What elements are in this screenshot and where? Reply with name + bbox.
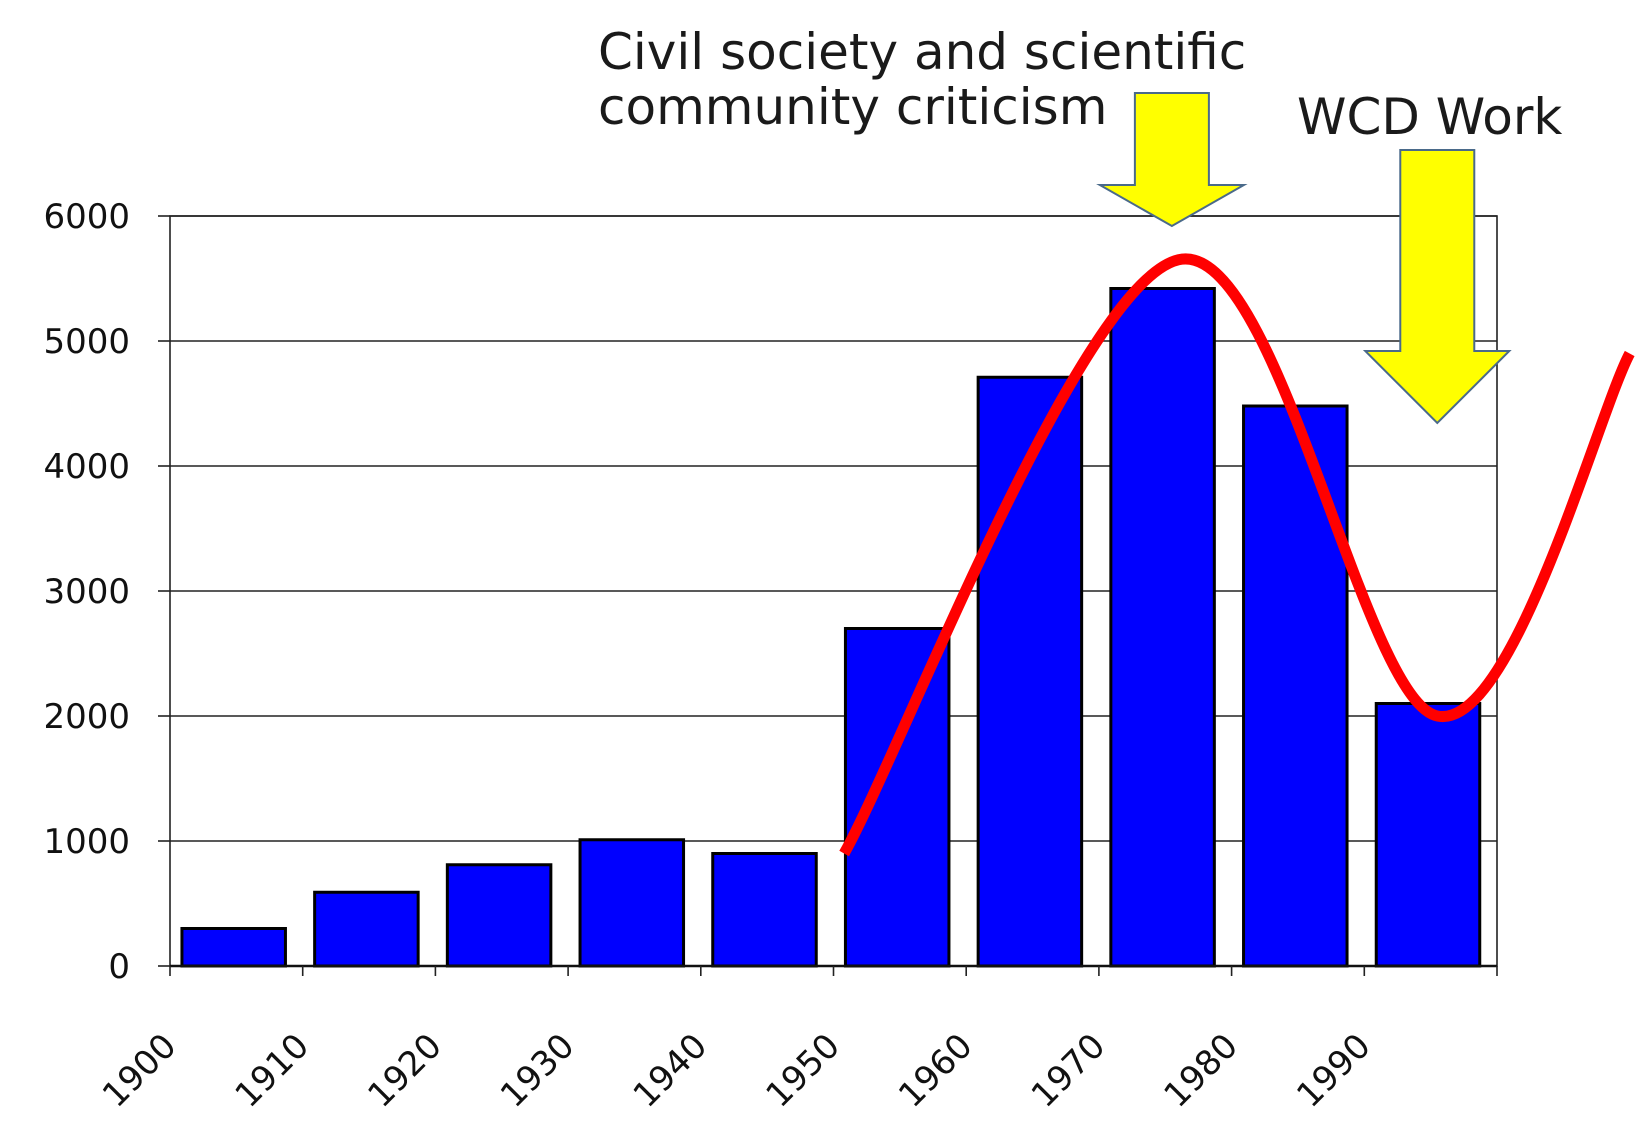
- x-tick-labels: 1900 1910 1920 1930 1940 1950 1960 1970 1980 1990: [95, 1026, 1379, 1115]
- trend-curve: [839, 253, 1635, 857]
- bar-1950: [843, 627, 951, 968]
- y-tick-label: 3000: [43, 572, 130, 612]
- y-tick-label: 2000: [43, 697, 130, 737]
- bar-1990: [1374, 702, 1482, 968]
- bar-1960: [976, 375, 1084, 968]
- bar-1970: [1109, 287, 1216, 968]
- annotation-arrows: [1096, 92, 1512, 425]
- x-tick-label: 1960: [891, 1026, 980, 1115]
- y-tick-label: 5000: [43, 322, 130, 362]
- y-tick-label: 4000: [43, 447, 130, 487]
- x-tick-label: 1910: [228, 1026, 317, 1115]
- annotation-text: Civil society and scientific: [598, 23, 1246, 81]
- y-tick-labels: 0 1000 2000 3000 4000 5000 6000: [43, 197, 130, 987]
- annotation-arrow: [1096, 92, 1248, 228]
- y-tick-label: 0: [108, 947, 130, 987]
- trend-line: [839, 253, 1635, 857]
- y-tick-label: 1000: [43, 822, 130, 862]
- annotation-text: community criticism: [598, 78, 1107, 136]
- bar-1910: [313, 890, 420, 968]
- y-tick-label: 6000: [43, 197, 130, 237]
- bar-1930: [578, 838, 686, 968]
- axes: [158, 215, 1498, 976]
- bar-1940: [711, 852, 818, 968]
- x-tick-label: 1920: [360, 1026, 449, 1115]
- x-tick-label: 1940: [626, 1026, 715, 1115]
- x-tick-label: 1900: [95, 1026, 184, 1115]
- x-tick-label: 1990: [1289, 1026, 1378, 1115]
- x-tick-label: 1980: [1156, 1026, 1245, 1115]
- x-tick-label: 1970: [1024, 1026, 1113, 1115]
- annotation-text: WCD Work: [1297, 88, 1562, 146]
- bar-1980: [1242, 404, 1349, 968]
- bar-1920: [445, 863, 553, 968]
- bar-1900: [180, 927, 287, 968]
- x-tick-label: 1950: [758, 1026, 847, 1115]
- bars: [180, 287, 1482, 968]
- x-tick-label: 1930: [493, 1026, 582, 1115]
- annotation-arrow: [1362, 149, 1512, 425]
